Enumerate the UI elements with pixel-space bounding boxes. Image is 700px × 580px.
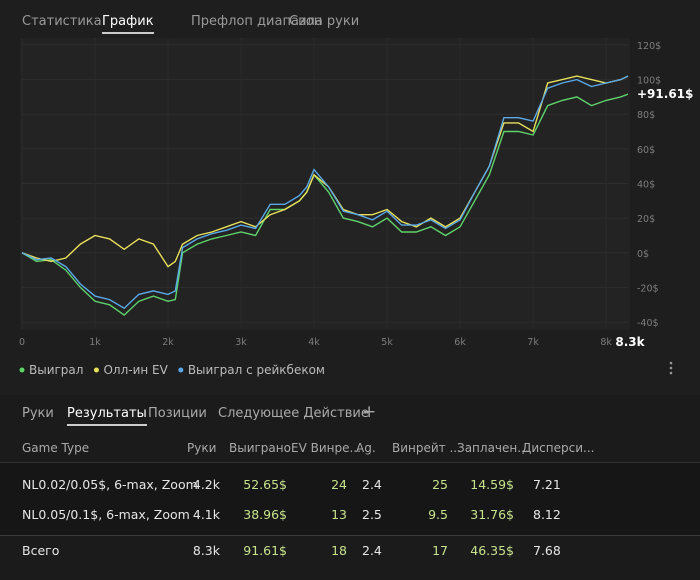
column-header[interactable]: Ag. — [356, 441, 376, 455]
column-header[interactable]: Винрейт ... — [392, 441, 461, 455]
table-body — [0, 463, 700, 535]
table-cell: 8.12 — [533, 507, 561, 522]
x-tick-label: 6k — [454, 337, 466, 348]
table-cell: 24 — [331, 477, 347, 492]
separator — [0, 462, 700, 463]
series-line — [21, 75, 629, 268]
table-cell: 4.2k — [192, 477, 220, 492]
tab[interactable]: Статистика — [22, 14, 102, 29]
column-header[interactable]: Game Type — [22, 441, 90, 455]
x-tick-label: 1k — [89, 337, 101, 348]
x-tick-label: 4k — [308, 337, 320, 348]
legend-label: Выиграл — [29, 363, 83, 377]
y-tick-label: 40$ — [637, 180, 655, 191]
table-cell: 52.65$ — [243, 477, 287, 492]
table-cell: 91.61$ — [243, 543, 287, 558]
x-tick-label: 8k — [600, 337, 612, 348]
series-line — [21, 75, 629, 310]
y-tick-label: 80$ — [637, 110, 655, 121]
tab[interactable]: График — [102, 14, 154, 34]
table-cell: 18 — [331, 543, 347, 558]
y-tick-label: 120$ — [637, 41, 661, 52]
x-tick-label: 3k — [235, 337, 247, 348]
table-cell: 7.68 — [533, 543, 561, 558]
column-header[interactable]: Руки — [187, 441, 217, 455]
separator — [0, 535, 700, 536]
x-tick-label: 5k — [381, 337, 393, 348]
table-cell: 14.59$ — [470, 477, 514, 492]
y-tick-label: 0$ — [637, 249, 649, 260]
y-tick-label: 60$ — [637, 145, 655, 156]
x-tick-label: 7k — [527, 337, 539, 348]
table-cell: 7.21 — [533, 477, 561, 492]
y-tick-label: 20$ — [637, 214, 655, 225]
bottom-tab[interactable]: + — [362, 402, 377, 422]
table-cell: 2.4 — [362, 543, 382, 558]
legend-swatch — [93, 367, 99, 373]
column-header[interactable]: Заплачен... — [457, 441, 529, 455]
legend-swatch — [19, 367, 25, 373]
menu-icon[interactable] — [669, 361, 673, 375]
column-header[interactable]: Дисперси... — [522, 441, 595, 455]
bottom-tab[interactable]: Следующее Действие — [218, 406, 369, 421]
table-cell: 4.1k — [192, 507, 220, 522]
table-cell: 31.76$ — [470, 507, 514, 522]
legend-swatch — [178, 367, 184, 373]
x-tick-label: 0 — [19, 337, 25, 348]
x-tick-label: 8.3k — [615, 335, 645, 349]
table-cell: 9.5 — [428, 507, 448, 522]
y-tick-label: 100$ — [637, 76, 661, 87]
table-cell: 2.4 — [362, 477, 382, 492]
bottom-tab[interactable]: Руки — [22, 406, 54, 421]
table-cell: 17 — [432, 543, 448, 558]
table-cell: 2.5 — [362, 507, 382, 522]
legend-label: Олл-ин EV — [103, 363, 168, 377]
legend-label: Выиграл с рейкбеком — [188, 363, 325, 377]
y-tick-label: -20$ — [637, 283, 659, 294]
table-cell: NL0.02/0.05$, 6-max, Zoom — [22, 477, 198, 492]
column-header[interactable]: EV Винре... — [291, 441, 361, 455]
tab[interactable]: Сила руки — [289, 14, 360, 29]
end-label: +91.61$ — [637, 87, 693, 101]
table-cell: Всего — [22, 543, 60, 558]
table-cell: 38.96$ — [243, 507, 287, 522]
chart: -40$ -20$ 0$ 20$ 40$ 60$ 80$ 100$ 120$ 0 1k 2k 3k 4k 5… — [18, 40, 694, 377]
table-cell: 46.35$ — [470, 543, 514, 558]
tab[interactable]: Префлоп диапазон — [191, 14, 323, 29]
bottom-tab[interactable]: Позиции — [148, 406, 207, 421]
bottom-tab[interactable]: Результаты — [67, 406, 147, 426]
table-cell: 13 — [331, 507, 347, 522]
table-cell: 8.3k — [192, 543, 220, 558]
x-tick-label: 2k — [162, 337, 174, 348]
table-cell: 25 — [432, 477, 448, 492]
table-cell: NL0.05/0.1$, 6-max, Zoom — [22, 507, 190, 522]
column-header[interactable]: Выиграно — [229, 441, 291, 455]
y-tick-label: -40$ — [637, 318, 659, 329]
